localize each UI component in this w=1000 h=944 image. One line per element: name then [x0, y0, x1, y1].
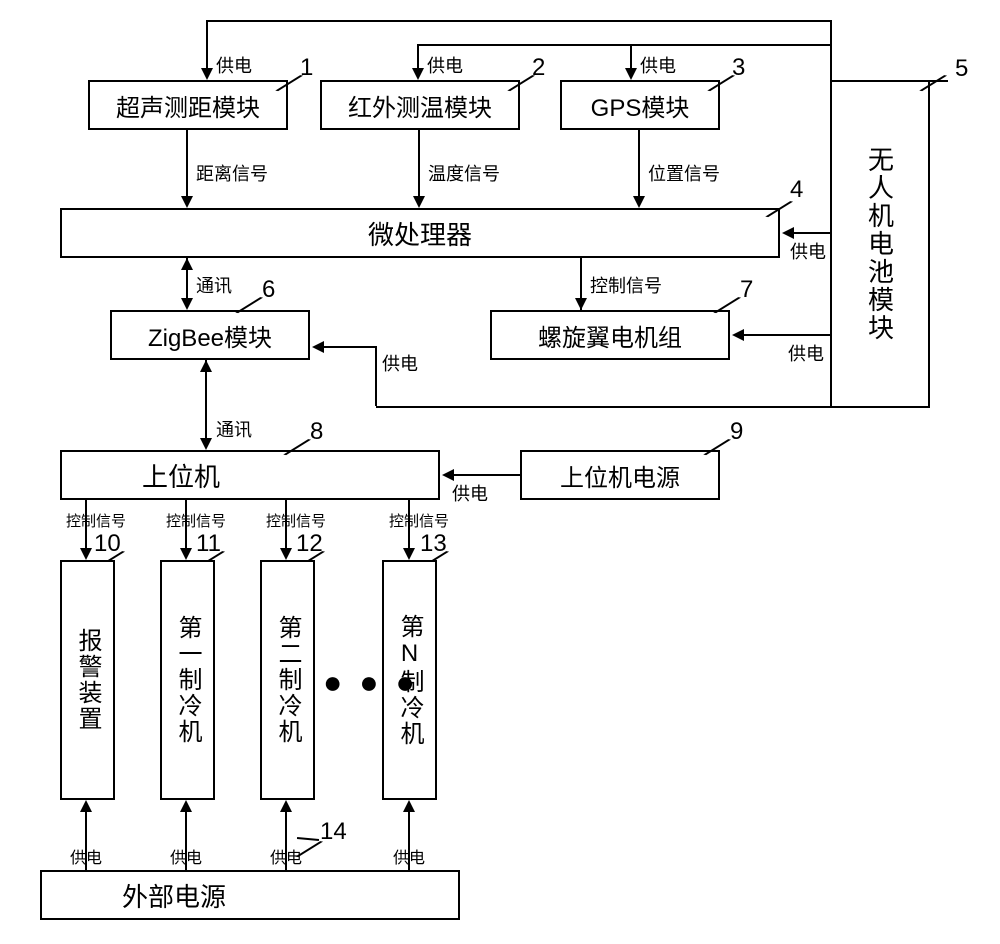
- arrow-down-icon: [413, 196, 425, 208]
- ellipsis: ● ● ●: [323, 664, 419, 701]
- line: [186, 130, 188, 198]
- line: [418, 44, 830, 46]
- cooler-1: 第一制冷机: [160, 560, 215, 800]
- arrow-down-icon: [403, 548, 415, 560]
- power-label: 供电: [270, 844, 302, 868]
- power-label: 供电: [70, 844, 102, 868]
- arrow-up-icon: [80, 800, 92, 812]
- arrow-up-icon: [180, 800, 192, 812]
- line: [322, 346, 377, 348]
- arrow-down-icon: [181, 298, 193, 310]
- line: [930, 80, 948, 82]
- arrow-down-icon: [575, 298, 587, 310]
- temp-label: 温度信号: [428, 160, 500, 186]
- arrow-down-icon: [412, 68, 424, 80]
- line: [205, 360, 207, 446]
- arrow-up-icon: [181, 258, 193, 270]
- arrow-left-icon: [732, 329, 744, 341]
- power-label: 供电: [640, 52, 676, 78]
- line: [418, 130, 420, 198]
- power-label: 供电: [382, 350, 418, 376]
- power-label: 供电: [452, 480, 488, 506]
- arrow-down-icon: [280, 548, 292, 560]
- num-6: 6: [262, 276, 275, 304]
- num-9: 9: [730, 418, 743, 446]
- num-8: 8: [310, 418, 323, 446]
- power-label: 供电: [790, 238, 826, 264]
- line: [630, 44, 632, 70]
- num-3: 3: [732, 54, 745, 82]
- comm-label: 通讯: [216, 416, 252, 442]
- power-label: 供电: [170, 844, 202, 868]
- arrow-down-icon: [201, 68, 213, 80]
- pos-label: 位置信号: [648, 160, 720, 186]
- arrow-down-icon: [200, 438, 212, 450]
- comm-label: 通讯: [196, 272, 232, 298]
- battery-module: 无人机电池模块: [830, 80, 930, 408]
- line: [206, 20, 208, 70]
- num-5: 5: [955, 55, 968, 83]
- line: [417, 44, 419, 70]
- arrow-down-icon: [181, 196, 193, 208]
- microprocessor: 微处理器: [60, 208, 780, 258]
- line: [792, 232, 830, 234]
- zigbee-module: ZigBee模块: [110, 310, 310, 360]
- arrow-down-icon: [625, 68, 637, 80]
- line: [830, 44, 832, 80]
- gps-module: GPS模块: [560, 80, 720, 130]
- arrow-up-icon: [403, 800, 415, 812]
- line: [452, 474, 520, 476]
- line: [742, 334, 830, 336]
- host-pc: 上位机: [60, 450, 440, 500]
- line: [376, 406, 830, 408]
- ctrl-label: 控制信号: [590, 272, 662, 298]
- power-bus-top: [207, 20, 830, 22]
- ctrl-label: 控制信号: [66, 510, 126, 531]
- num-1: 1: [300, 54, 313, 82]
- num-7: 7: [740, 276, 753, 304]
- power-label: 供电: [427, 52, 463, 78]
- arrow-up-icon: [200, 360, 212, 372]
- dist-label: 距离信号: [196, 160, 268, 186]
- arrow-down-icon: [633, 196, 645, 208]
- line: [375, 346, 377, 406]
- power-label: 供电: [216, 52, 252, 78]
- num-4: 4: [790, 176, 803, 204]
- power-label: 供电: [788, 340, 824, 366]
- ctrl-label: 控制信号: [166, 510, 226, 531]
- ir-temp-module: 红外测温模块: [320, 80, 520, 130]
- power-label: 供电: [393, 844, 425, 868]
- arrow-left-icon: [312, 341, 324, 353]
- ultrasonic-module: 超声测距模块: [88, 80, 288, 130]
- ctrl-label: 控制信号: [389, 510, 449, 531]
- line: [638, 130, 640, 198]
- arrow-down-icon: [180, 548, 192, 560]
- arrow-down-icon: [80, 548, 92, 560]
- rotor-motor: 螺旋翼电机组: [490, 310, 730, 360]
- arrow-up-icon: [280, 800, 292, 812]
- num-2: 2: [532, 54, 545, 82]
- ctrl-label: 控制信号: [266, 510, 326, 531]
- cooler-2: 第二制冷机: [260, 560, 315, 800]
- num-14: 14: [320, 818, 347, 846]
- external-power: 外部电源: [40, 870, 460, 920]
- host-power: 上位机电源: [520, 450, 720, 500]
- alarm-device: 报警装置: [60, 560, 115, 800]
